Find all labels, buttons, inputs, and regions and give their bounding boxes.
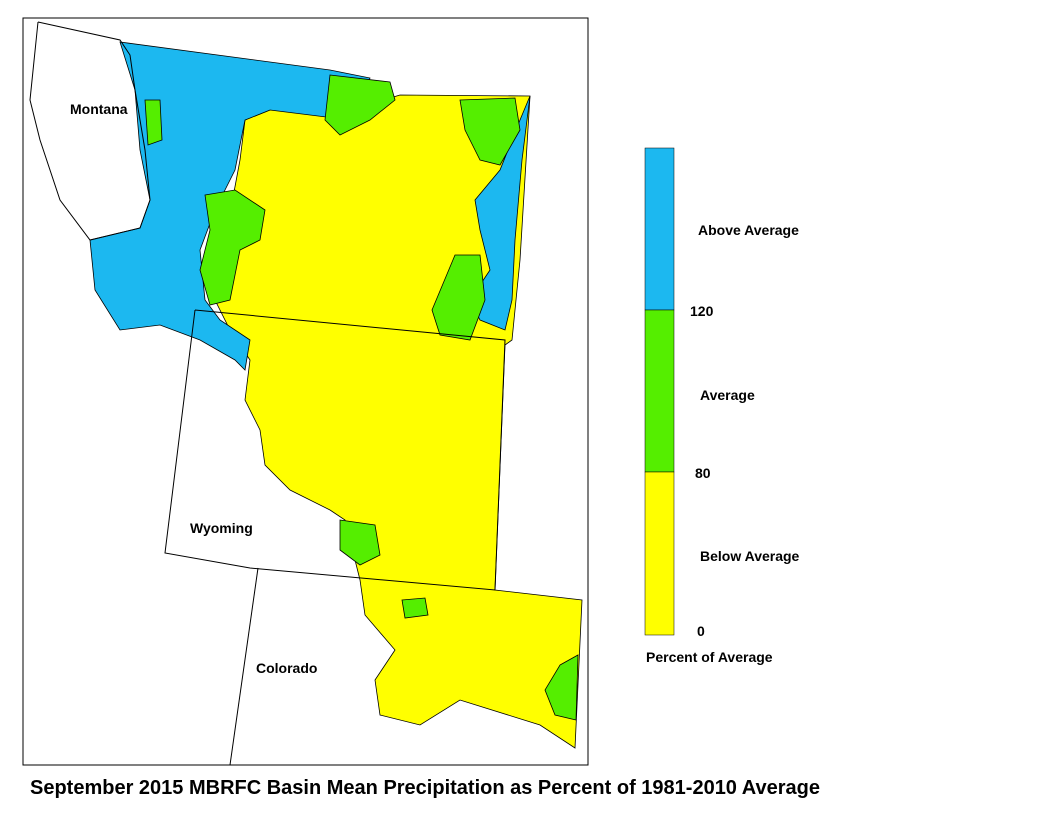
basin-region (324, 74, 396, 136)
state-border (164, 309, 506, 591)
legend-label: Below Average (700, 548, 800, 564)
basin-region (401, 597, 429, 619)
basin-region (544, 654, 579, 721)
state-border (229, 567, 259, 766)
legend-swatch (644, 147, 675, 311)
legend-break: 0 (697, 623, 705, 639)
basin-region (199, 189, 266, 306)
basin-region (339, 519, 381, 566)
legend-label: Average (700, 387, 755, 403)
basin-region (144, 99, 163, 146)
map-title: September 2015 MBRFC Basin Mean Precipit… (30, 777, 820, 799)
legend-break: 120 (690, 303, 714, 319)
state-label: Colorado (256, 660, 317, 676)
legend: Above Average Average Below Average 120 … (644, 147, 800, 665)
basin-region (431, 254, 486, 341)
map (29, 21, 583, 766)
state-label: Wyoming (190, 520, 253, 536)
legend-title: Percent of Average (646, 649, 773, 665)
legend-swatch (644, 309, 675, 473)
basin-region (459, 97, 521, 166)
state-label: Montana (70, 101, 128, 117)
state-border (29, 21, 151, 241)
legend-swatch (644, 471, 675, 636)
legend-break: 80 (695, 465, 711, 481)
legend-label: Above Average (698, 222, 799, 238)
